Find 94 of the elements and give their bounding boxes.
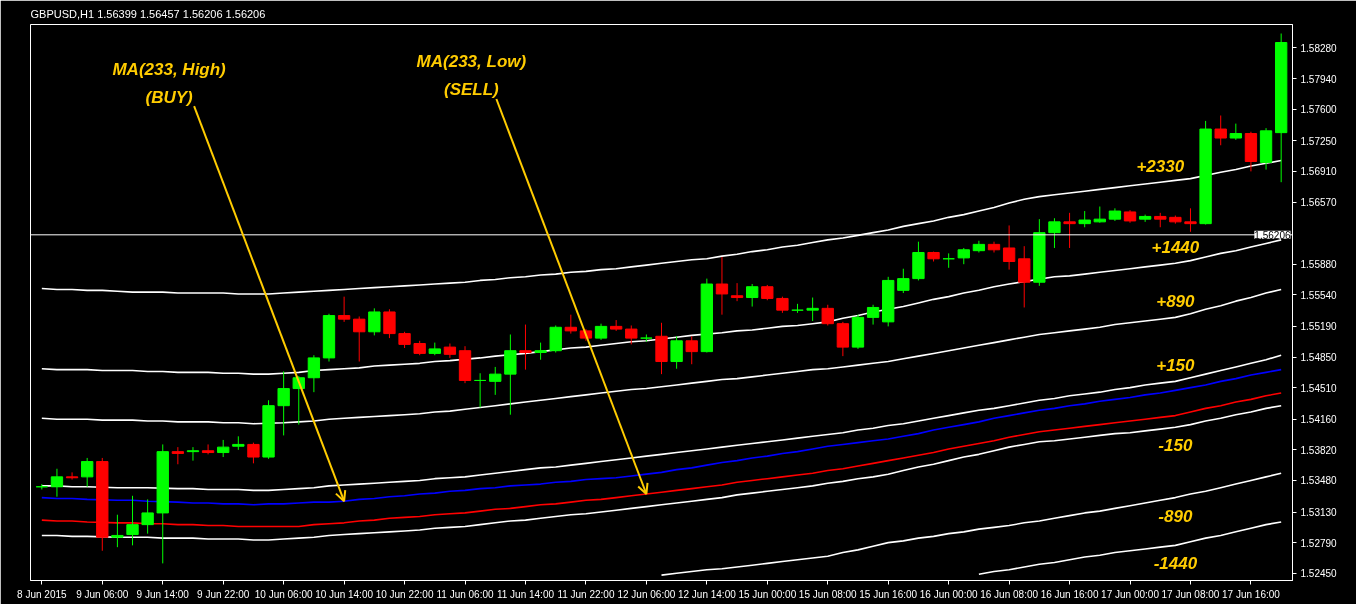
candlestick [715, 256, 729, 316]
x-tick-label: 11 Jun 14:00 [496, 588, 555, 600]
candlestick [1002, 224, 1016, 271]
candlestick [670, 335, 683, 370]
y-tick-label: 1.57600 [1300, 104, 1338, 116]
x-tick-label: 10 Jun 06:00 [254, 588, 314, 600]
candlestick [866, 304, 880, 326]
y-tick-label: 1.57940 [1300, 73, 1338, 85]
x-tick-label: 9 Jun 22:00 [197, 588, 250, 600]
line-series [41, 354, 1282, 492]
y-tick-label: 1.54850 [1300, 352, 1338, 364]
line-series [978, 521, 1282, 575]
x-tick-label: 11 Jun 06:00 [436, 588, 494, 600]
y-tick-label: 1.57250 [1300, 135, 1338, 147]
candlestick [353, 315, 366, 363]
chart-title: GBPUSD,H1 1.56399 1.56457 1.56206 1.56206 [30, 7, 266, 20]
candlestick [111, 514, 124, 548]
series-label: +890 [1156, 292, 1196, 312]
y-tick-label: 1.53820 [1300, 444, 1338, 456]
y-tick-label: 1.56570 [1300, 197, 1338, 209]
candlestick [141, 498, 154, 535]
x-tick-label: 15 Jun 08:00 [798, 588, 858, 600]
candlestick [277, 370, 290, 436]
line-series [41, 404, 1282, 541]
y-tick-label: 1.53130 [1300, 507, 1338, 519]
series-label: -1440 [1153, 554, 1198, 574]
x-tick-label: 12 Jun 06:00 [617, 588, 676, 600]
candlestick [1063, 212, 1076, 249]
x-tick-label: 15 Jun 16:00 [859, 588, 918, 600]
candlestick [126, 495, 139, 546]
candlestick [383, 308, 396, 339]
candlestick [489, 366, 502, 396]
candlestick [806, 297, 819, 322]
series-label: +150 [1156, 356, 1196, 376]
candlestick [1184, 207, 1197, 233]
y-tick-label: 1.56910 [1300, 166, 1338, 178]
series-label: +1440 [1151, 238, 1200, 258]
x-tick-label: 9 Jun 06:00 [76, 588, 129, 600]
x-tick-label: 8 Jun 2015 [17, 588, 68, 600]
candlestick [247, 442, 260, 464]
series-label: +2330 [1136, 157, 1185, 177]
candlestick [504, 333, 517, 416]
x-tick-label: 17 Jun 16:00 [1222, 588, 1281, 600]
candlestick [171, 446, 185, 465]
annotation: MA(233, High) (BUY) [112, 59, 227, 107]
candlestick [519, 324, 532, 371]
line-series [660, 472, 1282, 576]
x-tick-label: 11 Jun 22:00 [557, 588, 615, 600]
x-tick-label: 10 Jun 22:00 [375, 588, 434, 600]
candlestick [897, 268, 910, 294]
ref-line-label: 1.56206 [1254, 229, 1291, 241]
annotation: MA(233, Low) (SELL) [416, 52, 527, 100]
candlestick [685, 335, 698, 365]
y-tick-label: 1.54160 [1300, 414, 1338, 426]
candlestick [473, 372, 487, 408]
x-tick-label: 16 Jun 08:00 [980, 588, 1039, 600]
candlestick [201, 443, 215, 455]
y-tick-label: 1.55540 [1300, 289, 1338, 301]
candlestick [368, 307, 381, 336]
candlestick [337, 296, 351, 323]
y-tick-label: 1.58280 [1300, 42, 1338, 54]
line-series [41, 288, 1282, 425]
x-tick-label: 17 Jun 00:00 [1101, 588, 1160, 600]
y-tick-label: 1.52450 [1300, 568, 1338, 580]
candlestick [186, 446, 200, 462]
candlestick [65, 471, 79, 481]
candlestick [942, 252, 955, 269]
candlestick [549, 324, 562, 354]
candlestick [821, 304, 834, 326]
series-label: -890 [1158, 506, 1193, 526]
x-tick-label: 12 Jun 14:00 [677, 588, 737, 600]
candlestick [307, 354, 321, 393]
candlestick [625, 324, 638, 345]
y-tick-label: 1.55880 [1300, 259, 1338, 271]
candlestick [81, 457, 94, 488]
y-tick-label: 1.55190 [1300, 321, 1338, 333]
x-tick-label: 16 Jun 00:00 [919, 588, 979, 600]
y-tick-label: 1.53480 [1300, 475, 1338, 487]
candlestick [564, 314, 577, 335]
candlestick [1048, 217, 1061, 249]
x-tick-label: 10 Jun 14:00 [315, 588, 374, 600]
candlestick [1214, 115, 1227, 146]
series-label: -150 [1158, 436, 1193, 456]
candlestick [1018, 245, 1031, 308]
y-tick-label: 1.52790 [1300, 537, 1338, 549]
candlestick [746, 283, 759, 308]
candlestick [836, 321, 850, 357]
candlestick [730, 282, 744, 302]
x-tick-label: 17 Jun 08:00 [1161, 588, 1220, 600]
x-tick-label: 16 Jun 16:00 [1040, 588, 1099, 600]
y-tick-label: 1.54510 [1300, 382, 1338, 394]
x-tick-label: 15 Jun 00:00 [738, 588, 797, 600]
x-tick-label: 9 Jun 14:00 [136, 588, 190, 600]
candlestick [50, 468, 64, 498]
